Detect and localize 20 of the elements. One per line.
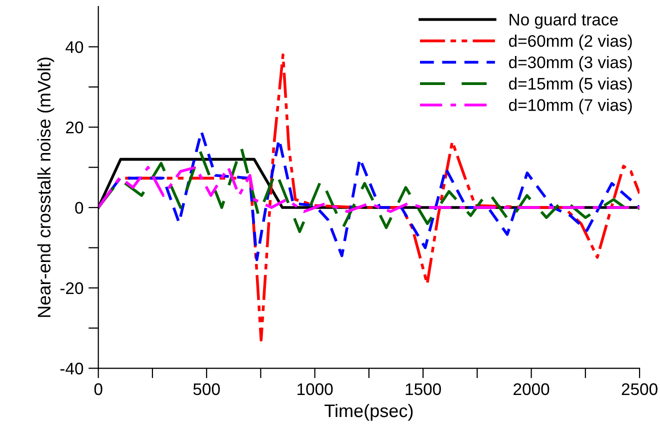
line-series <box>98 146 640 234</box>
x-tick-label: 0 <box>94 383 102 396</box>
legend-label: d=15mm (5 vias) <box>509 77 632 93</box>
legend-label: d=60mm (2 vias) <box>509 34 632 50</box>
y-tick-label: 0 <box>75 202 84 214</box>
y-axis-title: Near-end crosstalk noise (mVolt) <box>37 58 54 317</box>
y-tick-label: 20 <box>66 122 84 134</box>
legend-label: d=30mm (3 vias) <box>509 56 632 72</box>
line-series <box>98 166 640 213</box>
x-tick-label: 2500 <box>622 383 658 396</box>
y-tick-label: 40 <box>66 41 84 53</box>
x-tick-label: 1500 <box>406 383 441 396</box>
x-tick-label: 500 <box>193 383 220 396</box>
x-tick-label: 1000 <box>298 383 333 396</box>
legend-label: d=10mm (7 vias) <box>509 98 632 114</box>
x-axis-title: Time(psec) <box>324 404 413 421</box>
legend-label: No guard trace <box>510 13 618 29</box>
y-tick-label: -20 <box>60 282 84 294</box>
y-tick-label: -40 <box>60 362 84 374</box>
x-tick-label: 2000 <box>514 383 550 396</box>
